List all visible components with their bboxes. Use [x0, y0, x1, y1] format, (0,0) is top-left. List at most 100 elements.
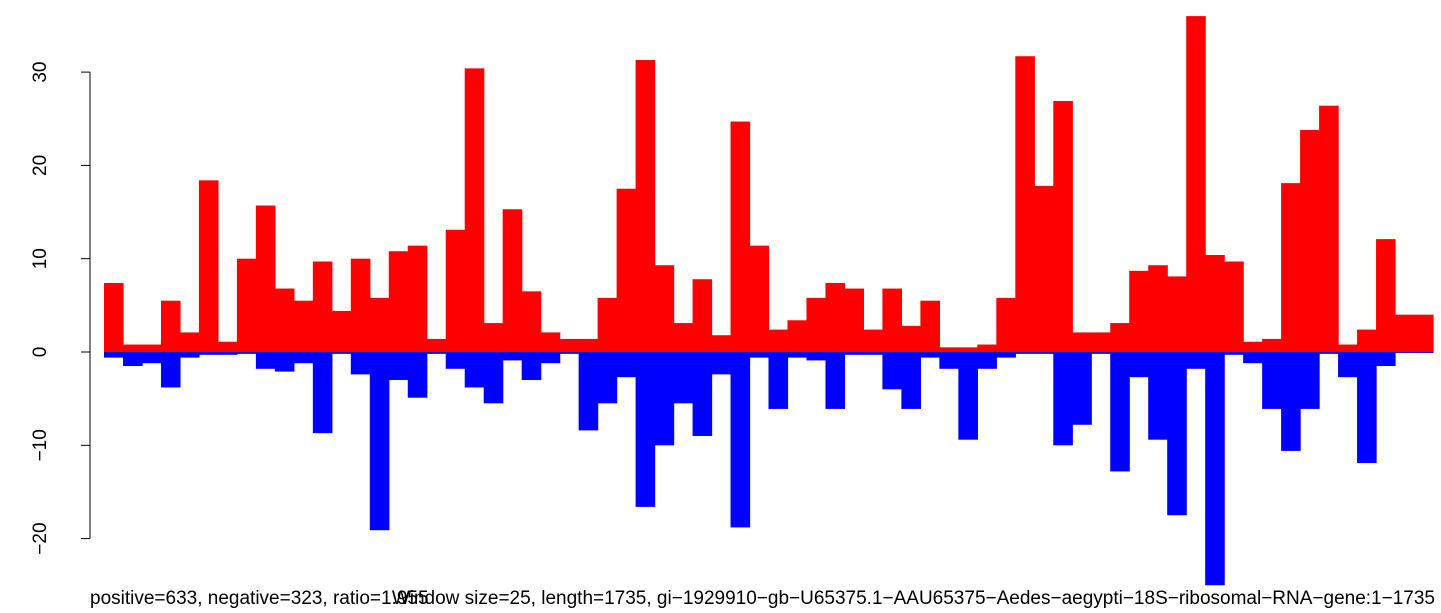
positive-bar-41	[863, 329, 884, 352]
positive-bar-19	[445, 229, 466, 352]
negative-bar-66	[1338, 352, 1358, 378]
positive-bar-59	[1205, 254, 1225, 352]
negative-bar-47	[977, 352, 997, 369]
positive-bar-28	[616, 188, 637, 352]
negative-bar-63	[1281, 352, 1301, 451]
positive-bar-18	[426, 338, 447, 352]
negative-bar-33	[711, 352, 732, 375]
positive-bar-57	[1167, 276, 1187, 352]
negative-bar-4	[160, 352, 181, 388]
negative-bar-31	[673, 352, 694, 404]
negative-bar-43	[901, 352, 921, 409]
negative-bar-61	[1243, 352, 1263, 364]
negative-bar-34	[730, 352, 751, 528]
positive-bar-27	[597, 297, 618, 352]
y-tick-label: −10	[30, 429, 51, 461]
positive-bar-52	[1072, 332, 1092, 352]
negative-bar-24	[540, 352, 561, 364]
positive-bar-40	[844, 288, 865, 352]
positive-bar-7	[217, 341, 238, 352]
negative-bar-56	[1148, 352, 1168, 440]
positive-bar-49	[1015, 56, 1035, 353]
negative-bar-57	[1167, 352, 1187, 516]
negative-bar-32	[692, 352, 713, 436]
positive-bar-8	[236, 258, 257, 352]
y-axis: −20 −10 0 10 20 30	[30, 62, 91, 555]
negative-bar-7	[217, 352, 238, 355]
positive-bar-67	[1357, 329, 1377, 352]
positive-bar-10	[274, 288, 295, 352]
negative-bar-11	[293, 352, 314, 364]
negative-bar-48	[996, 352, 1016, 358]
negative-bar-10	[274, 352, 295, 372]
positive-bar-29	[635, 59, 656, 352]
negative-bar-18	[426, 352, 447, 354]
positive-bar-11	[293, 300, 314, 352]
positive-bar-60	[1224, 261, 1244, 352]
negative-bar-23	[521, 352, 542, 380]
negative-bar-45	[939, 352, 959, 369]
positive-bar-22	[502, 209, 523, 352]
positive-bar-69	[1395, 314, 1415, 352]
positive-bar-24	[540, 332, 561, 352]
negative-bar-16	[388, 352, 409, 380]
positive-bar-2	[122, 344, 143, 352]
negative-bar-1	[104, 352, 124, 358]
positive-bar-68	[1376, 239, 1396, 352]
positive-bar-21	[483, 323, 504, 352]
y-tick-label: 0	[30, 347, 51, 358]
positive-bar-34	[730, 121, 751, 352]
negative-bar-22	[502, 352, 523, 361]
positive-bar-64	[1300, 129, 1320, 352]
negative-bar-69	[1395, 352, 1415, 353]
positive-bar-20	[464, 68, 485, 353]
positive-bar-14	[350, 258, 371, 352]
positive-bar-46	[958, 347, 978, 352]
positive-bar-23	[521, 291, 542, 352]
negative-bar-67	[1357, 352, 1377, 464]
negative-bar-60	[1224, 352, 1244, 355]
positive-bar-43	[901, 325, 921, 352]
negative-bar-9	[255, 352, 276, 369]
positive-bar-5	[179, 332, 200, 352]
negative-bar-21	[483, 352, 504, 404]
positive-bar-9	[255, 205, 276, 352]
negative-bar-6	[198, 352, 219, 355]
negative-bar-28	[616, 352, 637, 378]
negative-bar-64	[1300, 352, 1320, 409]
negative-bar-29	[635, 352, 656, 507]
positive-bar-47	[977, 344, 997, 352]
positive-bar-31	[673, 323, 694, 352]
positive-bar-13	[331, 310, 352, 352]
negative-bar-49	[1015, 352, 1035, 354]
positive-bar-42	[882, 288, 902, 352]
positive-bar-37	[787, 320, 808, 352]
negative-bar-51	[1053, 352, 1073, 446]
positive-bar-32	[692, 279, 713, 352]
negative-bar-39	[825, 352, 846, 409]
negative-bars-series	[104, 352, 1434, 586]
negative-bar-62	[1262, 352, 1282, 409]
negative-bar-30	[654, 352, 675, 446]
positive-bar-65	[1319, 105, 1339, 352]
positive-bar-44	[920, 300, 940, 352]
positive-bar-12	[312, 261, 333, 352]
positive-bar-63	[1281, 183, 1301, 352]
negative-bar-3	[141, 352, 162, 364]
positive-bar-55	[1129, 270, 1149, 352]
negative-bar-2	[122, 352, 143, 366]
negative-bar-52	[1072, 352, 1092, 425]
positive-bar-62	[1262, 338, 1282, 352]
positive-bar-56	[1148, 265, 1168, 352]
positive-bar-39	[825, 282, 846, 352]
caption-positive-negative-ratio: positive=633, negative=323, ratio=1.955	[90, 588, 429, 609]
positive-bar-66	[1338, 344, 1358, 352]
negative-bar-17	[407, 352, 428, 398]
negative-bar-46	[958, 352, 978, 440]
negative-bar-40	[844, 352, 865, 355]
negative-bar-70	[1414, 352, 1434, 353]
y-axis-ticks: −20 −10 0 10 20 30	[30, 62, 90, 555]
positive-bar-70	[1414, 314, 1434, 352]
positive-bar-25	[559, 338, 580, 352]
